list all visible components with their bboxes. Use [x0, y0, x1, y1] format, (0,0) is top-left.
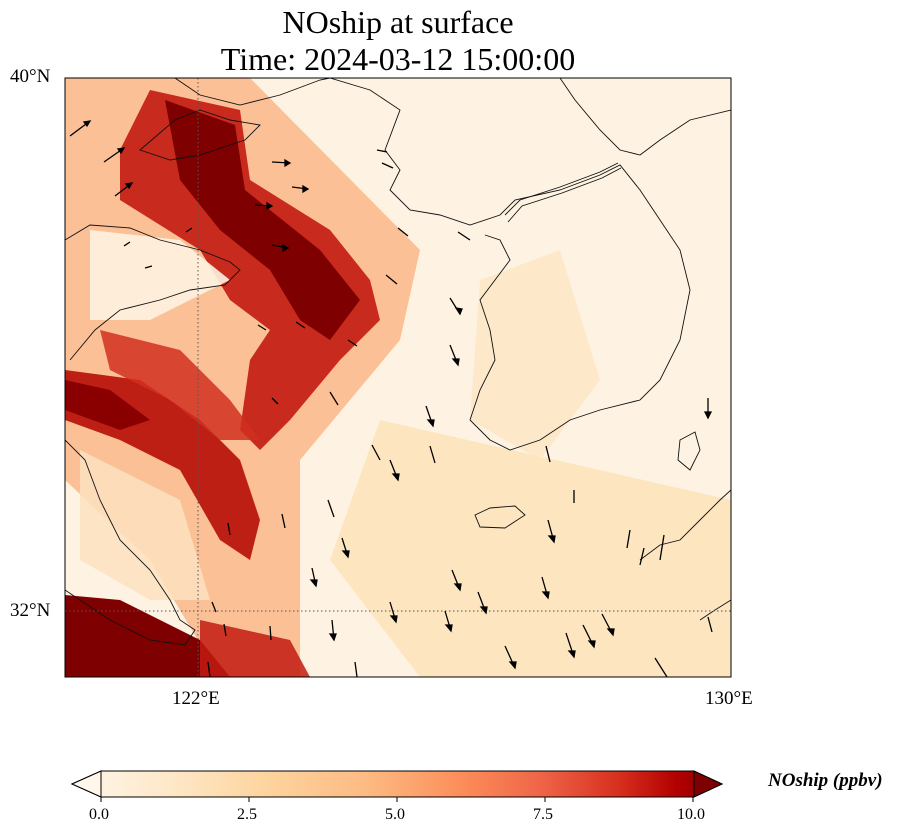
field-low-band	[330, 420, 731, 677]
field-low-band	[470, 250, 600, 460]
map-title-line1: NOship at surface	[282, 4, 514, 40]
colorbar-ticks	[100, 797, 694, 802]
coastlines	[65, 78, 731, 646]
map-title-line2: Time: 2024-03-12 15:00:00	[220, 41, 576, 77]
map-frame	[64, 77, 732, 678]
colorbar-tick-label: 2.5	[237, 806, 257, 823]
colorbar-high-extend	[693, 770, 724, 798]
field-low-band	[90, 230, 230, 320]
field-max-band	[165, 100, 360, 340]
lat-label-40n: 40°N	[10, 66, 51, 87]
field-max-band	[65, 595, 230, 677]
lon-label-122e: 122°E	[172, 688, 220, 709]
field-high-band	[200, 620, 310, 677]
field-high-band	[100, 330, 260, 440]
lat-label-32n: 32°N	[10, 600, 51, 621]
wind-vectors	[69, 120, 713, 677]
colorbar-tick-label: 10.0	[677, 806, 705, 823]
colorbar-tick-label: 5.0	[385, 806, 405, 823]
colorbar	[70, 770, 724, 798]
colorbar-tick-label: 0.0	[89, 806, 109, 823]
colorbar-low-extend	[70, 770, 102, 798]
colorbar-label: NOship (ppbv)	[768, 770, 883, 791]
colorbar-tick-label: 7.5	[533, 806, 553, 823]
field-max-band	[65, 380, 150, 430]
lon-label-130e: 130°E	[705, 688, 753, 709]
field-low-band	[80, 450, 210, 600]
